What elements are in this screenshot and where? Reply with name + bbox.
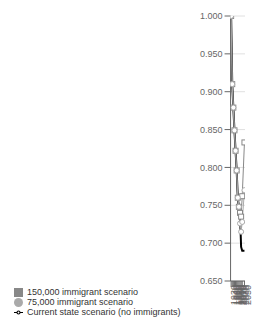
html-text:Current state scenario (no imm: Current state scenario (no immigrants) — [27, 306, 181, 317]
svg-text:0.750: 0.750 — [200, 200, 223, 210]
html-text:150,000 immigrant scenario: 150,000 immigrant scenario — [27, 286, 139, 297]
svg-text:0.800: 0.800 — [200, 163, 223, 173]
html-text:75,000 immigrant scenario: 75,000 immigrant scenario — [27, 296, 134, 307]
svg-text:2050: 2050 — [243, 285, 253, 305]
svg-text:1.000: 1.000 — [200, 11, 223, 21]
svg-text:0.850: 0.850 — [200, 125, 223, 135]
svg-text:0.900: 0.900 — [200, 87, 223, 97]
svg-text:0.700: 0.700 — [200, 238, 223, 248]
svg-text:0.950: 0.950 — [200, 49, 223, 59]
svg-text:0.650: 0.650 — [200, 276, 223, 286]
